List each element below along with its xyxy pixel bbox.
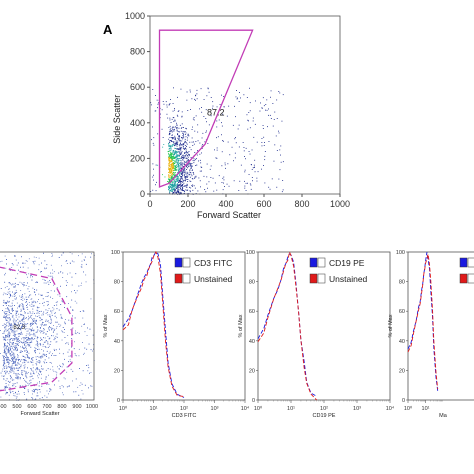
y-tick-label: 1000 — [125, 11, 145, 21]
x-tick-label: 200 — [180, 199, 195, 209]
y-tick-label: 80 — [249, 280, 255, 286]
x-tick-label: 10³ — [353, 406, 361, 412]
y-tick-label: 0 — [117, 398, 120, 404]
histogram-panel-3: 0 20 40 60 80 100 10⁰ 10¹ 10² 10³ 10⁴ CD19 PE % of M… — [238, 250, 395, 419]
x-tick-label: 900 — [72, 404, 81, 410]
legend-swatch-outline — [182, 273, 191, 284]
legend-swatch-outline — [467, 273, 474, 284]
legend-label: CD19 PE — [329, 258, 365, 268]
histogram-series-line — [122, 251, 185, 398]
y-tick-label: 40 — [114, 339, 120, 345]
x-tick-label: 600 — [256, 199, 271, 209]
x-tick-label: 600 — [27, 404, 36, 410]
legend-swatch-outline — [182, 257, 191, 268]
gate-percentage: 87.2 — [207, 108, 225, 118]
y-tick-label: 0 — [140, 189, 145, 199]
y-tick-label: 40 — [249, 339, 255, 345]
x-axis-label: Forward Scatter — [20, 411, 59, 417]
legend-label: Unstained — [329, 274, 368, 284]
x-tick-label: 1000 — [86, 404, 98, 410]
gate-polygon — [158, 29, 254, 188]
legend-swatch-outline — [317, 257, 326, 268]
y-tick-label: 0 — [252, 398, 255, 404]
legend-swatch — [459, 273, 468, 284]
x-tick-label: 0 — [147, 199, 152, 209]
x-tick-label: 700 — [42, 404, 51, 410]
y-tick-label: 600 — [130, 82, 145, 92]
y-axis-label: Side Scatter — [112, 95, 122, 144]
y-tick-label: 200 — [130, 153, 145, 163]
scatter-panel-0: 87.2 0 200 400 600 800 1000 0 200 400 600 800 1000 Fo… — [112, 11, 350, 220]
y-tick-label: 800 — [130, 47, 145, 57]
x-tick-label: 800 — [57, 404, 66, 410]
gate-polygon — [0, 266, 73, 392]
x-axis-label: CD19 PE — [313, 413, 336, 419]
x-tick-label: 10² — [180, 406, 188, 412]
y-axis-label: % of Max — [238, 314, 244, 337]
plot-frame — [149, 15, 341, 195]
legend-swatch — [309, 273, 318, 284]
y-tick-label: 100 — [246, 250, 255, 256]
x-tick-label: 10¹ — [287, 406, 295, 412]
x-tick-label: 10¹ — [150, 406, 158, 412]
y-tick-label: 20 — [249, 368, 255, 374]
x-tick-label: 400 — [0, 404, 7, 410]
x-tick-label: 400 — [218, 199, 233, 209]
x-tick-label: 10⁰ — [119, 405, 128, 412]
x-tick-label: 10¹ — [422, 406, 430, 412]
scatter-panel-1: 82.3 400 500 600 700 800 900 1000 Forward Scatte… — [0, 251, 98, 417]
histogram-series-line — [407, 254, 439, 390]
scatter-points — [150, 87, 284, 195]
legend-swatch — [309, 257, 318, 268]
x-tick-label: 800 — [294, 199, 309, 209]
y-tick-label: 60 — [114, 309, 120, 315]
histogram-panel-4: 0 20 40 60 80 100 10⁰ 10¹ Ma % of Max — [388, 250, 474, 419]
x-tick-label: 500 — [12, 404, 21, 410]
legend: CD3 FITC Unstained — [174, 257, 233, 284]
histogram-series-line — [122, 250, 185, 398]
y-axis-label: % of Max — [103, 314, 109, 337]
legend-label: Unstained — [194, 274, 233, 284]
panel-label: A — [103, 22, 113, 37]
legend-swatch — [174, 273, 183, 284]
x-axis-label: CD3 FITC — [172, 413, 197, 419]
y-tick-label: 40 — [399, 339, 405, 345]
y-tick-label: 20 — [114, 368, 120, 374]
y-tick-label: 60 — [399, 309, 405, 315]
y-tick-label: 80 — [114, 280, 120, 286]
legend: CD19 PE Unstained — [309, 257, 368, 284]
legend-label: CD3 FITC — [194, 258, 232, 268]
plot-frame — [0, 251, 95, 401]
y-axis-label: % of Max — [388, 314, 394, 337]
x-tick-label: 10² — [320, 406, 328, 412]
legend-swatch-outline — [317, 273, 326, 284]
histogram-series-line — [257, 250, 318, 401]
gate-percentage: 82.3 — [13, 325, 25, 331]
legend — [459, 257, 474, 284]
x-tick-label: 10³ — [211, 406, 219, 412]
x-tick-label: 10⁰ — [254, 405, 263, 412]
y-tick-label: 20 — [399, 368, 405, 374]
x-axis-label: Forward Scatter — [197, 210, 261, 220]
histogram-panel-2: 0 20 40 60 80 100 10⁰ 10¹ 10² 10³ 10⁴ CD3 FITC % of … — [103, 250, 250, 419]
x-tick-label: 1000 — [330, 199, 350, 209]
legend-swatch — [459, 257, 468, 268]
x-axis-label: Ma — [439, 413, 448, 419]
scatter-points — [0, 252, 95, 401]
plot-frame — [407, 251, 474, 401]
y-tick-label: 100 — [396, 250, 405, 256]
x-tick-label: 10⁰ — [404, 405, 413, 412]
x-tick-label: 10⁴ — [386, 405, 395, 412]
y-tick-label: 100 — [111, 250, 120, 256]
y-tick-label: 60 — [249, 309, 255, 315]
x-tick-label: 10⁴ — [241, 405, 250, 412]
legend-swatch-outline — [467, 257, 474, 268]
y-tick-label: 400 — [130, 118, 145, 128]
y-tick-label: 80 — [399, 280, 405, 286]
y-tick-label: 0 — [402, 398, 405, 404]
legend-swatch — [174, 257, 183, 268]
